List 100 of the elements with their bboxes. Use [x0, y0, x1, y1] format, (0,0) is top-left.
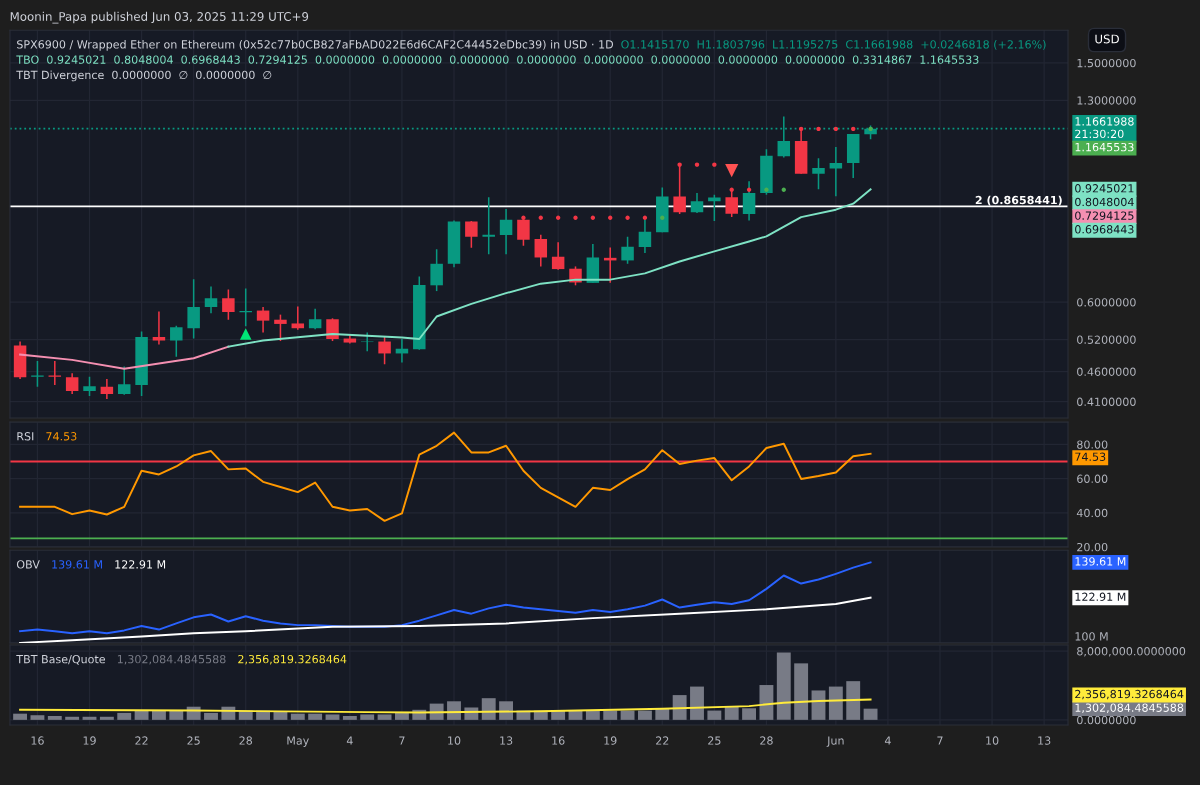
candlestick [708, 194, 721, 222]
candlestick [100, 378, 114, 400]
line-series [227, 188, 872, 348]
bar [394, 712, 409, 720]
candlestick [621, 235, 634, 265]
bar [846, 681, 861, 720]
candlestick [482, 196, 495, 255]
x-tick-label: 22 [656, 736, 669, 745]
y-tick-label: 1.3000000 [1077, 96, 1136, 105]
bar [99, 716, 114, 720]
candlestick [534, 233, 548, 268]
point [725, 164, 739, 178]
bar [690, 686, 704, 720]
text: 122.91 M [1075, 592, 1126, 601]
bar [360, 714, 375, 720]
x-tick-label: May [287, 736, 309, 747]
bar [204, 712, 218, 720]
y-tick-label: 1.5000000 [1077, 58, 1136, 68]
x-tick-label: 25 [187, 736, 200, 745]
candlestick [31, 360, 44, 388]
y-tick-label: 0.5200000 [1077, 335, 1136, 344]
point [625, 215, 630, 220]
point [677, 162, 682, 167]
candlestick [551, 241, 565, 271]
text: 74.53 [1075, 452, 1106, 461]
point [642, 215, 648, 220]
y-tick-label: 20.00 [1077, 542, 1108, 552]
x-tick-label: Jun [826, 736, 844, 747]
candlestick [430, 248, 443, 292]
annotation: 122.91 M [115, 560, 166, 569]
candlestick [291, 305, 305, 331]
bar [65, 716, 80, 720]
candlestick [742, 180, 756, 222]
point [781, 187, 786, 192]
bar [134, 710, 149, 720]
bar [585, 710, 600, 720]
annotation: 1,302,084.4845588 [117, 654, 226, 665]
chart-title: OBV [16, 560, 40, 569]
bar [603, 710, 618, 720]
annotation: 139.61 M [52, 560, 102, 569]
candlestick [465, 220, 478, 249]
point [694, 162, 700, 167]
x-tick-label: 13 [500, 736, 513, 745]
ref-line-label: 1.1661988 21:30:20 [1075, 117, 1134, 139]
bar [13, 713, 28, 720]
x-tick-label: 10 [986, 736, 999, 745]
text: Moonin_Papa published Jun 03, 2025 11:29 UTC+9 [10, 11, 309, 24]
x-tick-label: 28 [239, 736, 253, 745]
candlestick [308, 308, 322, 330]
text: USD [1095, 34, 1119, 44]
text: 0.9245021 [1075, 184, 1134, 193]
point [521, 215, 526, 220]
x-tick-label: 22 [135, 736, 148, 745]
point [712, 162, 717, 167]
annotation: 2,356,819.3268464 [238, 654, 347, 665]
bar [325, 714, 340, 720]
bar [117, 712, 132, 720]
text: 100 M [1075, 632, 1108, 641]
y-tick-label: 40.00 [1076, 508, 1108, 518]
y-tick-label: 80.00 [1077, 440, 1108, 449]
text: 1,302,084.4845588 [1075, 703, 1184, 714]
y-tick-label: 0.6000000 [1077, 298, 1136, 307]
candlestick [152, 310, 166, 346]
x-tick-label: 25 [708, 736, 721, 745]
y-tick-label: 0.4600000 [1077, 367, 1136, 376]
bar [30, 715, 45, 720]
bar [742, 708, 757, 720]
text: 1.1645533 [1075, 142, 1134, 152]
y-tick-label: 0.4100000 [1077, 397, 1136, 406]
bar [169, 710, 184, 720]
x-tick-label: 7 [399, 736, 405, 745]
point [590, 215, 596, 220]
text: 2,356,819.3268464 [1075, 689, 1184, 700]
bar [672, 695, 687, 720]
candlestick [170, 325, 183, 358]
candlestick [829, 146, 843, 198]
bar [828, 686, 843, 720]
text: 139.61 M [1075, 557, 1126, 566]
candlestick [65, 372, 79, 395]
point [816, 126, 821, 132]
text: RSI [17, 432, 34, 441]
candlestick [274, 313, 287, 342]
y-tick-label: 8,000,000.0000000 [1077, 647, 1186, 657]
bar [794, 663, 809, 720]
bar [342, 715, 357, 720]
bar [152, 710, 166, 720]
line-series [19, 698, 872, 714]
text: 0.8048004 [1075, 197, 1134, 207]
candlestick [812, 157, 825, 190]
point [764, 187, 769, 192]
bar [47, 715, 62, 720]
point [833, 126, 839, 132]
bar [290, 713, 305, 720]
candlestick [673, 163, 686, 215]
point [538, 215, 543, 220]
bar [377, 714, 392, 720]
text: SPX6900 / Wrapped Ether on Ethereum (0x52c77b0CB827aFbAD022E6d6CAF2C44452eDbc39) in USD · 1D [17, 39, 614, 51]
point [746, 187, 752, 192]
x-tick-label: 28 [760, 736, 773, 745]
x-tick-label: 4 [884, 736, 891, 745]
